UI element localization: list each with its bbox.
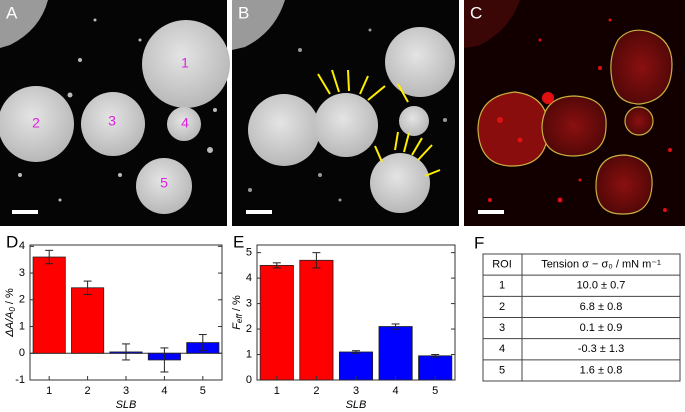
x-tick-label: 4 [161,385,167,397]
table-cell: 0.1 ± 0.9 [580,322,623,334]
table-cell: 10.0 ± 0.7 [577,280,626,292]
y-label-main: F [231,322,243,330]
table-header: ROI [492,258,512,270]
table-cell: 6.8 ± 0.8 [580,301,623,313]
x-tick-label: 4 [393,385,399,397]
y-label-main: ΔA/A [4,312,16,338]
bar [338,351,374,381]
y-tick-label: 2 [246,323,252,335]
y-tick-label: 1 [246,348,252,360]
table-cell: 2 [499,301,505,313]
y-tick-label: 0 [19,347,25,359]
roi-label: 5 [160,175,168,191]
roi-label: 2 [32,115,40,131]
micrograph-b: B [232,0,459,226]
bar [71,287,105,354]
table: F ROI Tension σ − σ₀ / mN m⁻¹ 1 10.0 ± 0.7 2… [474,233,681,382]
table-cell: 1 [499,280,505,292]
y-tick-label: 4 [246,272,252,284]
bar [259,264,294,381]
y-axis-label: ΔA/A0 / % [4,288,17,338]
bar [299,259,334,381]
y-label-unit: / % [231,295,243,314]
roi-label: 1 [181,55,189,71]
micrograph-a: A 1 2 3 4 5 [0,0,230,226]
panel-label: E [233,232,244,251]
panel-label: A [6,3,18,22]
table-cell: 5 [499,364,505,376]
panel-label: C [470,3,482,22]
y-tick-label: 2 [19,294,25,306]
x-tick-label: 2 [85,385,91,397]
panel-label: F [474,233,484,252]
y-label-sub: eff [235,313,244,323]
roi-label: 3 [108,113,116,129]
y-tick-label: 5 [246,247,252,259]
x-tick-label: 2 [313,385,319,397]
arrows [317,69,441,177]
x-tick-label: 3 [353,385,359,397]
table-cell: -0.3 ± 1.3 [578,343,624,355]
panel-label: B [238,3,249,22]
bar [378,326,413,381]
x-axis-label: SLB [346,399,367,411]
x-axis-label: SLB [116,399,137,411]
x-tick-label: 3 [123,385,129,397]
micrograph-c: C [464,0,685,226]
x-tick-label: 1 [274,385,280,397]
y-tick-label: 1 [19,320,25,332]
table-cell: 4 [499,343,505,355]
y-tick-label: 3 [246,297,252,309]
table-cell: 1.6 ± 0.8 [580,364,623,376]
panel-label: D [6,232,18,251]
table-cell: 3 [499,322,505,334]
y-label-unit: / % [4,288,16,307]
y-tick-label: 0 [246,374,252,386]
y-tick-label: 3 [19,267,25,279]
bar [32,256,66,354]
roi-label: 4 [181,115,189,131]
table-header: Tension σ − σ₀ / mN m⁻¹ [541,258,661,270]
x-tick-label: 5 [200,385,206,397]
x-tick-label: 1 [46,385,52,397]
y-tick-label: 4 [19,240,25,252]
y-label-sub: 0 [8,307,17,312]
x-tick-label: 5 [432,385,438,397]
y-axis-label: Feff / % [231,295,244,330]
y-tick-label: -1 [15,374,25,386]
